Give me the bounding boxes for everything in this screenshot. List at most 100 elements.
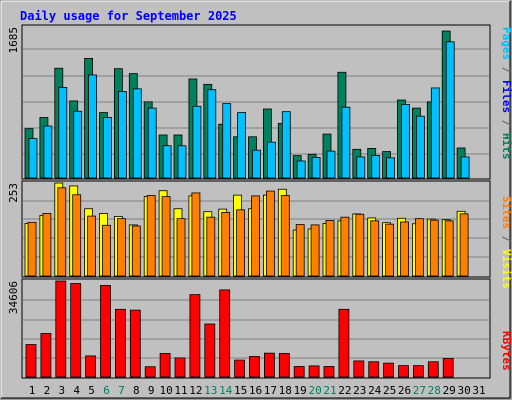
legend-entry: Files bbox=[500, 80, 512, 113]
bars bbox=[24, 30, 470, 378]
pages-bar bbox=[296, 160, 306, 179]
pages-bar bbox=[326, 150, 336, 179]
pages-bar bbox=[43, 125, 53, 179]
pages-bar bbox=[252, 149, 261, 179]
x-tick-label: 12 bbox=[189, 384, 202, 397]
x-tick-label: 8 bbox=[133, 384, 140, 397]
pages-bar bbox=[415, 115, 425, 179]
kbytes-bar bbox=[174, 357, 186, 378]
sites-bar bbox=[102, 224, 111, 277]
pages-bar bbox=[222, 103, 232, 179]
sites-bar bbox=[42, 213, 52, 277]
visits-legend: Sites / Visits bbox=[500, 196, 512, 289]
hits-legend: Pages / Files / Hits bbox=[500, 27, 512, 160]
x-tick-label: 31 bbox=[472, 384, 485, 397]
sites-bar bbox=[370, 220, 380, 277]
kbytes-bar bbox=[308, 365, 320, 378]
x-tick-label: 17 bbox=[264, 384, 277, 397]
sites-bar bbox=[57, 187, 67, 277]
legend-entry: Sites bbox=[500, 196, 512, 229]
sites-bar bbox=[265, 190, 275, 277]
kbytes-bar bbox=[427, 361, 439, 378]
sites-bar bbox=[310, 224, 320, 277]
x-tick-label: 26 bbox=[398, 384, 411, 397]
legend-entry: Hits bbox=[500, 133, 512, 160]
sites-bar bbox=[400, 221, 409, 277]
sites-bar bbox=[117, 218, 126, 277]
sites-bar bbox=[251, 195, 260, 277]
x-tick-label: 18 bbox=[279, 384, 292, 397]
sites-bar bbox=[444, 220, 454, 277]
kbytes-bar bbox=[159, 353, 171, 378]
pages-bar bbox=[266, 141, 276, 179]
kbytes-bar bbox=[40, 333, 52, 378]
sites-bar bbox=[27, 221, 37, 277]
x-tick-label: 24 bbox=[368, 384, 382, 397]
pages-bar bbox=[73, 110, 83, 179]
sites-bar bbox=[385, 223, 395, 277]
x-tick-label: 7 bbox=[118, 384, 125, 397]
sites-bar bbox=[206, 216, 216, 277]
x-tick-label: 23 bbox=[353, 384, 366, 397]
x-tick-label: 28 bbox=[428, 384, 441, 397]
kbytes-bar bbox=[398, 365, 409, 378]
sites-bar bbox=[161, 196, 171, 277]
x-tick-label: 14 bbox=[219, 384, 233, 397]
sites-bar bbox=[236, 209, 246, 277]
visits-max-label: 253 bbox=[7, 183, 20, 203]
kbytes-bar bbox=[204, 323, 216, 378]
kbytes-bar bbox=[338, 308, 350, 378]
pages-bar bbox=[192, 105, 202, 179]
legend-entry: / bbox=[500, 113, 512, 133]
sites-bar bbox=[87, 215, 96, 277]
legend-entry: Pages bbox=[500, 27, 512, 60]
pages-bar bbox=[386, 157, 396, 179]
x-tick-label: 19 bbox=[294, 384, 307, 397]
sites-bar bbox=[459, 213, 469, 277]
pages-bar bbox=[207, 89, 217, 179]
x-tick-label: 5 bbox=[88, 384, 95, 397]
pages-bar bbox=[103, 117, 112, 179]
kbytes-bar bbox=[55, 280, 67, 378]
pages-bar bbox=[118, 91, 127, 179]
x-axis-labels: 1 2 3 4 5 6 7 8 9 10 11 12 13 14 15 16 17 18 19 20 21 22 23 24 2… bbox=[29, 384, 486, 397]
sites-bar bbox=[176, 218, 186, 277]
x-tick-label: 2 bbox=[44, 384, 51, 397]
x-tick-label: 4 bbox=[73, 384, 80, 397]
x-tick-label: 29 bbox=[443, 384, 456, 397]
pages-bar bbox=[177, 145, 187, 179]
x-tick-label: 21 bbox=[323, 384, 336, 397]
sites-bar bbox=[146, 195, 156, 277]
kbytes-bar bbox=[219, 289, 231, 378]
legend-entry: / bbox=[500, 60, 512, 80]
kbytes-bar bbox=[25, 344, 37, 378]
sites-bar bbox=[221, 212, 231, 277]
legend-entry: KBytes bbox=[500, 331, 512, 371]
pages-bar bbox=[162, 145, 172, 179]
kbytes-bar bbox=[278, 353, 290, 378]
x-tick-label: 13 bbox=[204, 384, 217, 397]
pages-bar bbox=[88, 74, 97, 179]
pages-bar bbox=[311, 156, 321, 179]
sites-bar bbox=[295, 224, 305, 277]
sites-bar bbox=[325, 220, 335, 277]
hits-max-label: 1685 bbox=[7, 27, 20, 54]
x-tick-label: 22 bbox=[338, 384, 351, 397]
x-tick-label: 16 bbox=[249, 384, 262, 397]
kbytes-bar bbox=[234, 359, 246, 378]
sites-bar bbox=[191, 192, 201, 277]
chart-title: Daily usage for September 2025 bbox=[20, 9, 237, 23]
pages-bar bbox=[445, 41, 455, 179]
pages-bar bbox=[132, 88, 142, 179]
x-tick-label: 6 bbox=[103, 384, 110, 397]
pages-bar bbox=[460, 156, 470, 179]
legend-entry: / bbox=[500, 229, 512, 249]
kbytes-bar bbox=[353, 360, 365, 378]
sites-bar bbox=[280, 195, 290, 277]
x-tick-label: 1 bbox=[29, 384, 36, 397]
kbytes-bar bbox=[368, 361, 380, 378]
x-tick-label: 11 bbox=[174, 384, 187, 397]
sites-bar bbox=[72, 194, 82, 277]
pages-bar bbox=[341, 106, 351, 179]
